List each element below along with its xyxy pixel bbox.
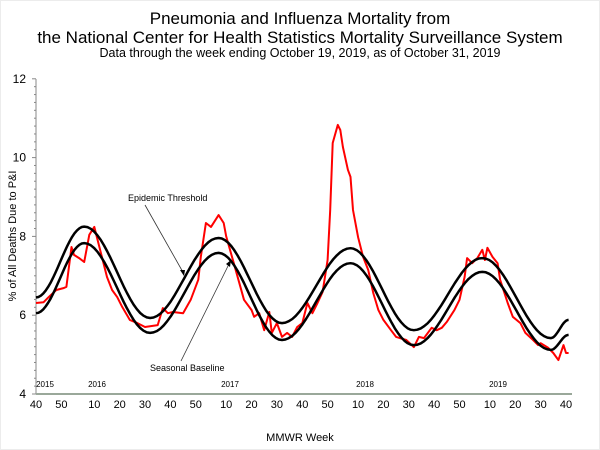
x-tick-label: 20: [245, 399, 257, 411]
x-tick-label: 40: [560, 399, 572, 411]
x-tick-label: 50: [55, 399, 67, 411]
chart-title-line2: the National Center for Health Statistic…: [37, 28, 563, 47]
x-tick-label: 40: [30, 399, 42, 411]
x-tick-label: 30: [535, 399, 547, 411]
y-tick-label: 6: [19, 308, 26, 322]
year-label: 2018: [356, 380, 374, 389]
y-axis-label: % of All Deaths Due to P&I: [7, 171, 19, 302]
x-tick-label: 50: [453, 399, 465, 411]
epidemic-threshold-annotation: Epidemic Threshold: [128, 193, 207, 203]
x-tick-label: 50: [322, 399, 334, 411]
x-tick-label: 50: [190, 399, 202, 411]
x-tick-label: 20: [114, 399, 126, 411]
baseline-arrowhead: [226, 260, 231, 267]
y-tick-label: 8: [19, 229, 26, 243]
chart-title: Pneumonia and Influenza Mortality from: [149, 9, 451, 28]
threshold-arrowhead: [180, 270, 185, 276]
baseline-series-line: [35, 241, 569, 352]
y-tick-label: 4: [19, 387, 26, 401]
x-tick-label: 10: [220, 399, 232, 411]
year-label: 2017: [221, 380, 239, 389]
x-tick-label: 40: [164, 399, 176, 411]
x-tick-label: 10: [352, 399, 364, 411]
year-label: 2016: [88, 380, 106, 389]
seasonal-baseline-annotation: Seasonal Baseline: [150, 363, 225, 373]
threshold-arrow: [144, 204, 185, 275]
x-tick-label: 40: [428, 399, 440, 411]
x-tick-label: 30: [271, 399, 283, 411]
baseline-arrow: [180, 261, 231, 362]
x-tick-label: 20: [509, 399, 521, 411]
x-tick-label: 30: [403, 399, 415, 411]
x-tick-label: 10: [88, 399, 100, 411]
x-tick-label: 30: [139, 399, 151, 411]
year-label: 2019: [489, 380, 507, 389]
chart-subtitle: Data through the week ending October 19,…: [99, 46, 501, 60]
x-tick-label: 10: [484, 399, 496, 411]
y-tick-label: 12: [13, 72, 27, 86]
x-tick-label: 20: [377, 399, 389, 411]
x-tick-label: 40: [296, 399, 308, 411]
x-axis-label: MMWR Week: [266, 432, 334, 444]
y-tick-label: 10: [13, 151, 27, 165]
threshold-series-line: [35, 225, 569, 340]
year-label: 2015: [36, 380, 54, 389]
